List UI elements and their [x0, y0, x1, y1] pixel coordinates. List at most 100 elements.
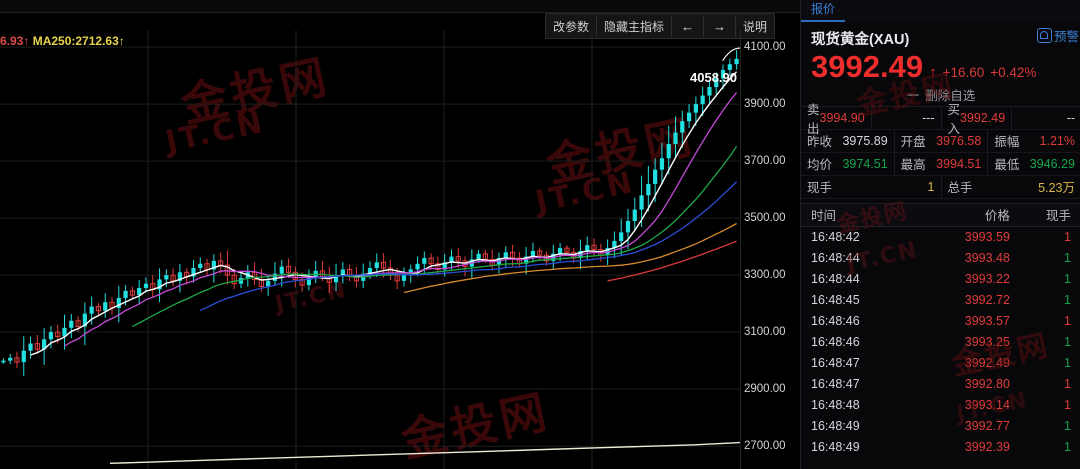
quote-stat-cell: -- — [1012, 107, 1080, 129]
tick-row[interactable]: 16:48:48 3993.14 1 — [801, 395, 1080, 416]
stat-label: 开盘 — [900, 135, 926, 150]
tick-price: 3993.48 — [964, 251, 1010, 266]
tick-time: 16:48:44 — [811, 251, 860, 266]
ma-legend: 6.93↑ MA250:2712.63↑ — [0, 34, 125, 48]
cell-divider — [893, 129, 895, 152]
price-axis-label: 3100.00 — [744, 326, 786, 339]
tick-time: 16:48:47 — [811, 377, 860, 392]
ma250-legend: MA250:2712.63↑ — [32, 34, 125, 48]
tick-price: 3993.57 — [964, 314, 1010, 329]
tick-time: 16:48:46 — [811, 314, 860, 329]
cell-divider — [1011, 106, 1013, 129]
cell-divider — [893, 152, 895, 175]
cell-divider — [870, 106, 872, 129]
symbol-name: 现货黄金(XAU) — [811, 32, 910, 48]
stat-label: 卖出 — [807, 102, 820, 136]
moving-average-lines — [30, 71, 740, 464]
candle-series — [1, 49, 739, 377]
stat-value: 3946.29 — [1029, 156, 1075, 171]
candlestick-chart[interactable] — [0, 30, 740, 469]
col-volume: 现手 — [1045, 209, 1071, 224]
quote-stat-cell: 买入 3992.49 — [942, 103, 1012, 136]
col-time: 时间 — [811, 209, 837, 224]
tick-volume: 1 — [1064, 314, 1071, 329]
tick-volume: 1 — [1064, 293, 1071, 308]
tick-time: 16:48:48 — [811, 398, 860, 413]
tick-table-body[interactable]: 16:48:42 3993.59 1 16:48:44 3993.48 1 16:48:44… — [801, 227, 1080, 458]
tick-volume: 1 — [1064, 440, 1071, 455]
stat-value: 3975.89 — [842, 133, 888, 148]
minus-icon: 一 — [906, 89, 920, 104]
cell-divider — [940, 175, 942, 198]
quote-tabs[interactable]: 报价 — [801, 0, 1080, 22]
cell-divider — [987, 152, 989, 175]
stat-label: 最高 — [900, 158, 926, 173]
tab-quote[interactable]: 报价 — [801, 0, 846, 22]
tick-price: 3993.59 — [964, 230, 1010, 245]
remove-watchlist-label: 删除自选 — [925, 89, 976, 104]
tick-row[interactable]: 16:48:45 3992.72 1 — [801, 290, 1080, 311]
tick-row[interactable]: 16:48:49 3992.77 1 — [801, 416, 1080, 437]
tick-volume: 1 — [1064, 335, 1071, 350]
tick-volume: 1 — [1064, 356, 1071, 371]
tick-row[interactable]: 16:48:44 3993.22 1 — [801, 269, 1080, 290]
quote-stats: 卖出 3994.90 --- 买入 3992.49 -- 昨收 3975.89 开盘 3976.5… — [801, 103, 1080, 199]
tick-time: 16:48:47 — [811, 356, 860, 371]
tick-price: 3992.49 — [964, 356, 1010, 371]
alert-label: 预警 — [1053, 30, 1079, 44]
up-arrow-icon: ↑ — [929, 64, 937, 81]
tick-time: 16:48:49 — [811, 440, 860, 455]
tick-time: 16:48:45 — [811, 293, 860, 308]
price-change-percent: +0.42% — [990, 65, 1037, 80]
stat-value: 3994.90 — [819, 110, 865, 125]
quote-stat-cell: 昨收 3975.89 — [801, 130, 894, 152]
tick-row[interactable]: 16:48:46 3993.25 1 — [801, 332, 1080, 353]
quote-stat-row: 均价 3974.51 最高 3994.51 最低 3946.29 — [801, 152, 1080, 176]
prev-arrow-icon[interactable]: ← — [672, 15, 705, 37]
alert-button[interactable]: 预警 — [1036, 26, 1079, 45]
bell-icon — [1036, 28, 1052, 43]
tick-time: 16:48:49 — [811, 419, 860, 434]
help-button[interactable]: 说明 — [743, 19, 768, 34]
chart-toolbar[interactable]: 改参数 隐藏主指标 ← → 说明 — [545, 13, 776, 39]
tick-row[interactable]: 16:48:49 3992.39 1 — [801, 437, 1080, 458]
tick-price: 3993.14 — [964, 398, 1010, 413]
tick-row[interactable]: 16:48:44 3993.48 1 — [801, 248, 1080, 269]
tick-row[interactable]: 16:48:46 3993.57 1 — [801, 311, 1080, 332]
cell-divider — [940, 106, 942, 129]
price-axis-label: 2700.00 — [744, 440, 786, 453]
remove-watchlist-button[interactable]: 一 删除自选 — [801, 84, 1080, 107]
quote-stat-cell: --- — [872, 107, 941, 129]
quote-stat-row: 卖出 3994.90 --- 买入 3992.49 -- — [801, 103, 1080, 136]
symbol-header: 现货黄金(XAU) — [801, 22, 1080, 49]
price-axis-label: 3700.00 — [744, 155, 786, 168]
tick-row[interactable]: 16:48:42 3993.59 1 — [801, 227, 1080, 248]
tick-time: 16:48:42 — [811, 230, 860, 245]
price-callout-line — [722, 47, 740, 62]
quote-stat-cell: 振幅 1.21% — [988, 130, 1080, 152]
tick-price: 3993.25 — [964, 335, 1010, 350]
last-price: 3992.49 — [811, 49, 924, 84]
stat-value: --- — [922, 110, 935, 125]
change-params-button[interactable]: 改参数 — [546, 15, 598, 37]
price-axis-label: 3900.00 — [744, 98, 786, 111]
tick-price: 3992.80 — [964, 377, 1010, 392]
hide-main-indicator-button[interactable]: 隐藏主指标 — [597, 15, 673, 37]
quote-stat-cell: 总手 5.23万 — [942, 176, 1080, 198]
tick-price: 3993.22 — [964, 272, 1010, 287]
tick-time: 16:48:46 — [811, 335, 860, 350]
quote-stat-cell: 最高 3994.51 — [895, 153, 988, 175]
tick-volume: 1 — [1064, 377, 1071, 392]
quote-stat-cell: 卖出 3994.90 — [801, 103, 871, 136]
tick-row[interactable]: 16:48:47 3992.80 1 — [801, 374, 1080, 395]
next-arrow-icon[interactable]: → — [704, 15, 737, 37]
stat-value: -- — [1066, 110, 1076, 125]
tick-row[interactable]: 16:48:47 3992.49 1 — [801, 353, 1080, 374]
stat-value: 3976.58 — [936, 133, 982, 148]
stat-label: 昨收 — [807, 135, 833, 150]
tick-time: 16:48:44 — [811, 272, 860, 287]
quote-stat-cell: 开盘 3976.58 — [895, 130, 988, 152]
quote-stat-row: 昨收 3975.89 开盘 3976.58 振幅 1.21% — [801, 129, 1080, 153]
tick-price: 3992.39 — [964, 440, 1010, 455]
price-axis-label: 2900.00 — [744, 383, 786, 396]
